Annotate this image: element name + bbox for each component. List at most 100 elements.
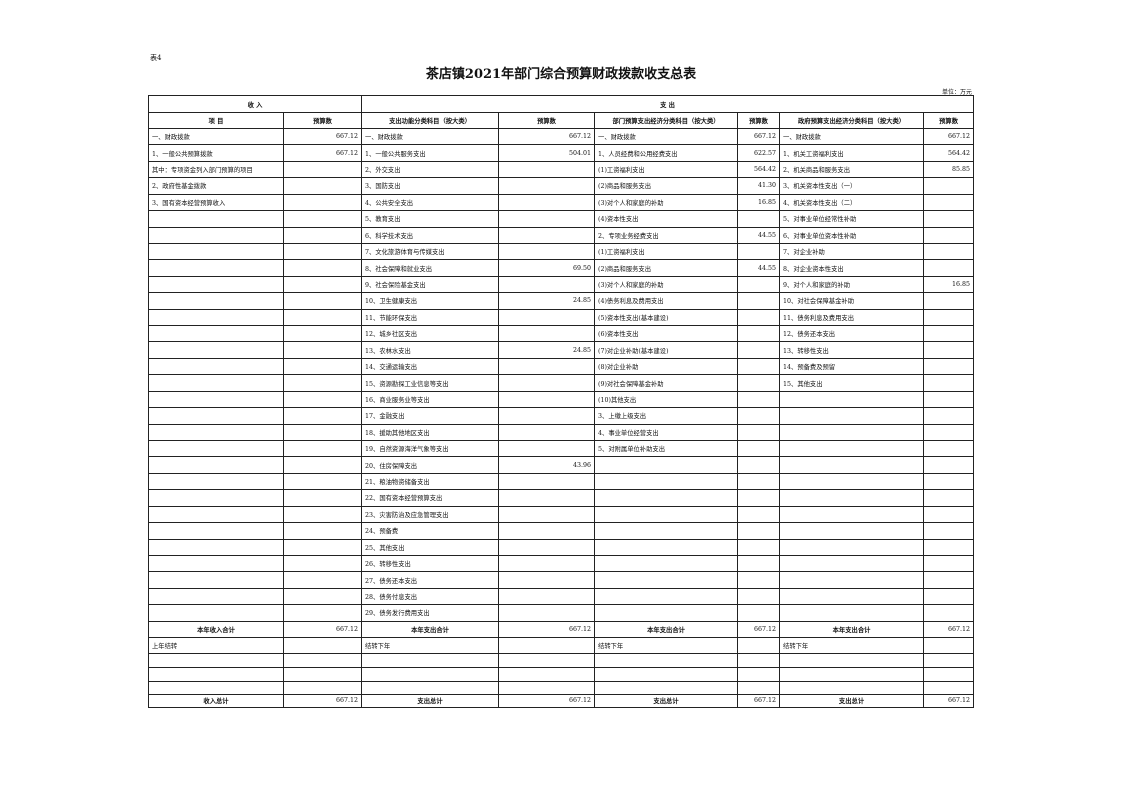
cell: 22、国有资本经营预算支出 [361, 489, 500, 507]
cell [923, 407, 975, 425]
cell: 504.01 [498, 144, 596, 162]
cell [148, 374, 284, 392]
cell: 24.85 [498, 341, 596, 359]
cell [923, 226, 975, 244]
cell: 支 出 [361, 95, 975, 113]
cell: 9、社会保险基金支出 [361, 275, 500, 294]
cell [923, 259, 975, 277]
cell [923, 554, 975, 573]
cell: 667.12 [923, 620, 975, 638]
cell [737, 505, 781, 524]
cell [148, 652, 284, 668]
header-row: 项 目预算数 支出功能分类科目（按大类） 预算数 部门预算支出经济分类科目（按大类）预… [148, 112, 975, 129]
cell [779, 407, 925, 425]
cell [282, 193, 363, 212]
cell: 支出总计 [361, 693, 500, 708]
cell: 8、社会保障和就业支出 [361, 259, 500, 277]
cell [737, 242, 781, 261]
cell: 15、其他支出 [779, 374, 925, 392]
data-row: 24、预备费 [148, 522, 975, 540]
cell: 667.12 [498, 693, 596, 708]
cell [923, 472, 975, 491]
cell [779, 538, 925, 556]
cell [361, 680, 500, 695]
cell [148, 554, 284, 573]
cell: 一、财政拨款 [361, 127, 500, 146]
cell [498, 538, 596, 556]
cell: 3、上缴上级支出 [594, 407, 739, 425]
cell: 15、资源勘探工业信息等支出 [361, 374, 500, 392]
cell: 14、交通运输支出 [361, 357, 500, 376]
cell: 13、农林水支出 [361, 341, 500, 359]
cell: 5、对附属单位补助支出 [594, 440, 739, 458]
cell: 4、公共安全支出 [361, 193, 500, 212]
cell [737, 456, 781, 474]
cell: 13、转移性支出 [779, 341, 925, 359]
cell [282, 538, 363, 556]
cell [923, 652, 975, 668]
cell [282, 505, 363, 524]
cell [498, 652, 596, 668]
cell [923, 680, 975, 695]
cell [282, 210, 363, 228]
cell: 16.85 [737, 193, 781, 212]
cell: 3、国有资本经营预算收入 [148, 193, 284, 212]
cell [498, 357, 596, 376]
cell [498, 604, 596, 622]
cell [282, 636, 363, 654]
cell [282, 554, 363, 573]
cell: 667.12 [737, 693, 781, 708]
cell [779, 456, 925, 474]
cell [498, 587, 596, 606]
cell [498, 522, 596, 540]
cell [498, 571, 596, 589]
cell [923, 505, 975, 524]
cell [737, 587, 781, 606]
cell [594, 538, 739, 556]
cell [779, 680, 925, 695]
cell [282, 292, 363, 310]
cell [779, 604, 925, 622]
cell: 564.42 [923, 144, 975, 162]
cell [282, 259, 363, 277]
cell [498, 440, 596, 458]
carry-row: 上年结转 结转下年 结转下年 结转下年 [148, 636, 975, 654]
cell: 28、债务付息支出 [361, 587, 500, 606]
cell [282, 357, 363, 376]
grand-total-row: 收入总计 667.12 支出总计 667.12 支出总计 667.12 支出总计 667.12 [148, 693, 975, 708]
data-row: 17、金融支出 3、上缴上级支出 [148, 407, 975, 425]
cell [923, 604, 975, 622]
cell [498, 666, 596, 682]
cell [498, 242, 596, 261]
cell [779, 571, 925, 589]
cell: 支出功能分类科目（按大类） [361, 112, 500, 129]
cell [923, 522, 975, 540]
cell [923, 456, 975, 474]
cell [779, 472, 925, 491]
cell [282, 680, 363, 695]
cell: 21、粮油物资储备支出 [361, 472, 500, 491]
cell: 1、人员经费和公用经费支出 [594, 144, 739, 162]
cell: 24.85 [498, 292, 596, 310]
cell: 7、文化旅游体育与传媒支出 [361, 242, 500, 261]
cell [594, 652, 739, 668]
cell: 上年结转 [148, 636, 284, 654]
cell: 24、预备费 [361, 522, 500, 540]
cell: 其中：专项资金列入部门预算的项目 [148, 160, 284, 179]
cell [779, 390, 925, 409]
cell: 667.12 [923, 693, 975, 708]
cell [923, 423, 975, 442]
cell: 12、债务还本支出 [779, 325, 925, 343]
cell: 44.55 [737, 226, 781, 244]
cell [282, 374, 363, 392]
cell [282, 571, 363, 589]
cell: 6、科学技术支出 [361, 226, 500, 244]
cell [923, 210, 975, 228]
cell: 2、政府性基金拨款 [148, 177, 284, 195]
cell: 收入总计 [148, 693, 284, 708]
cell [779, 522, 925, 540]
cell: 44.55 [737, 259, 781, 277]
cell: (2)商品和服务支出 [594, 177, 739, 195]
cell: 本年收入合计 [148, 620, 284, 638]
